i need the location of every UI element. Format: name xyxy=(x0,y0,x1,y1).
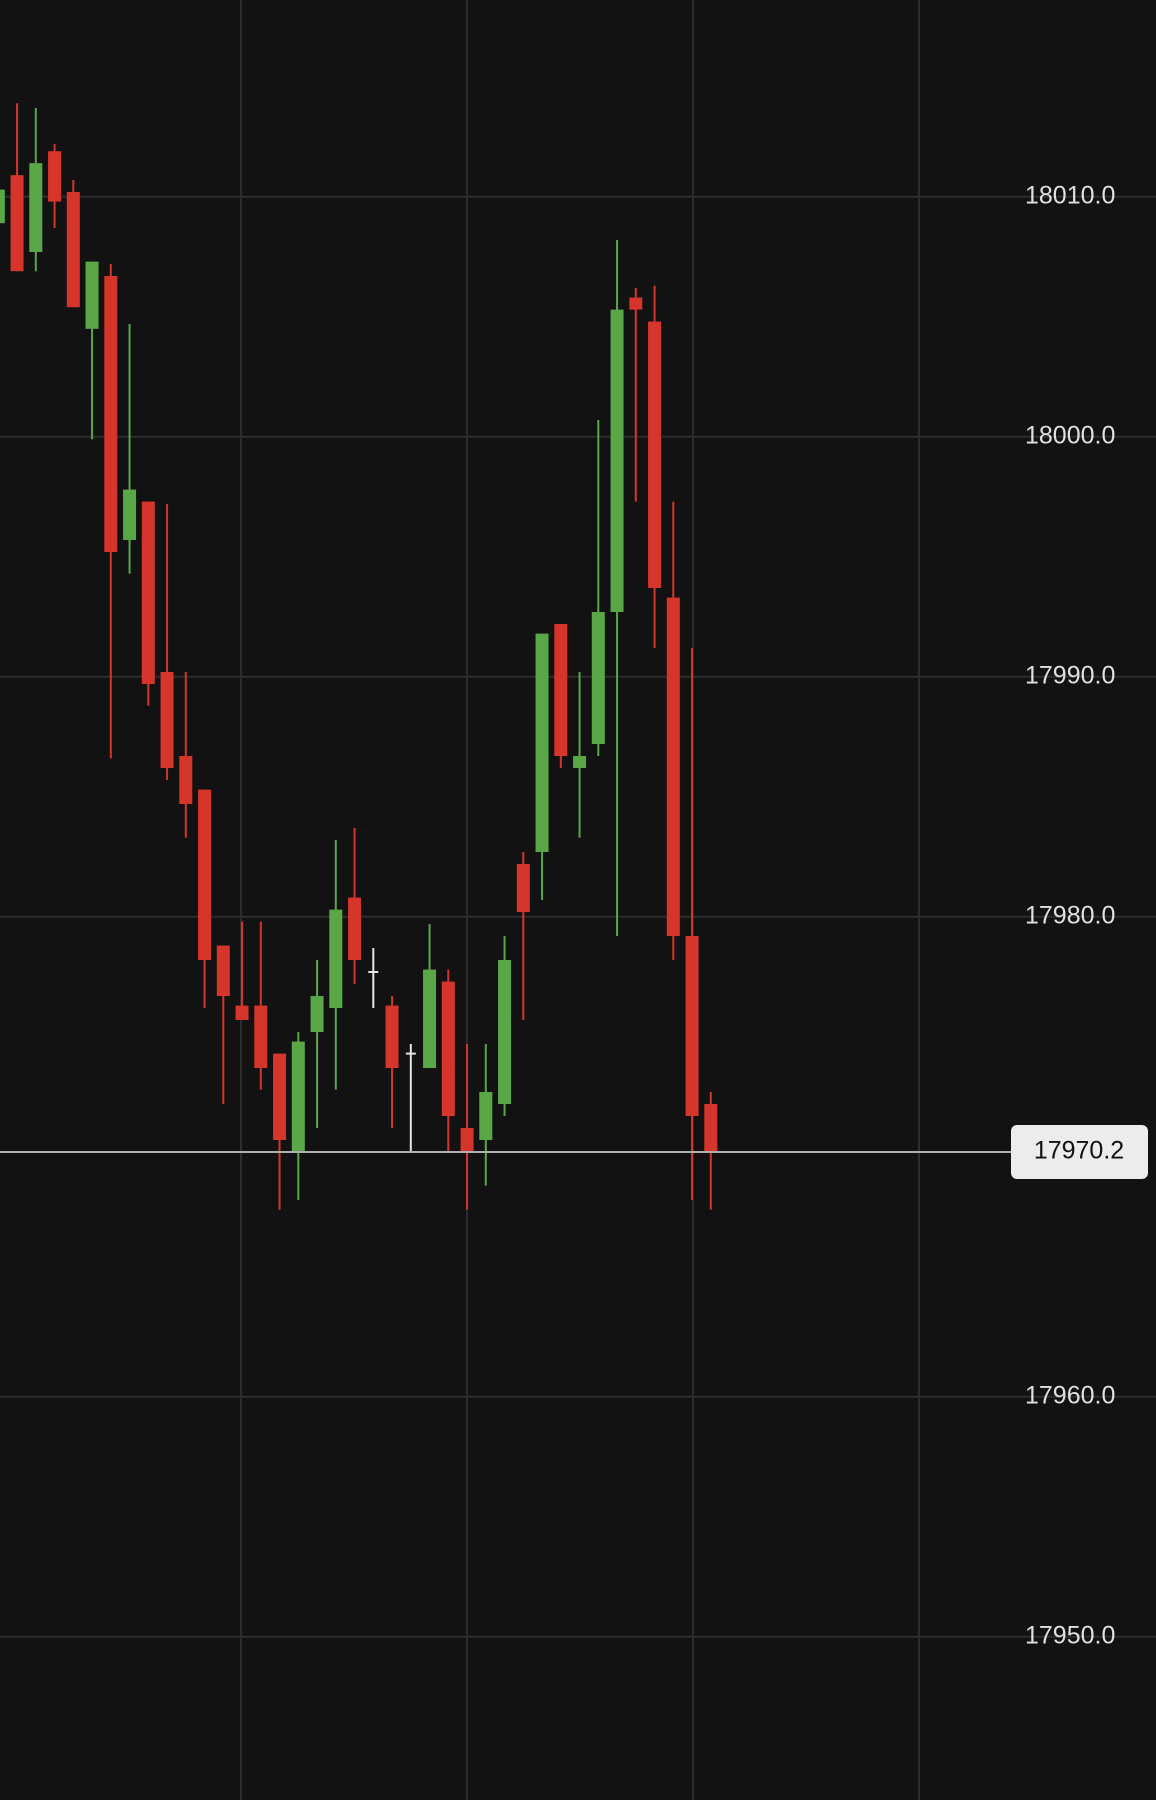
y-tick-label: 17980.0 xyxy=(1025,901,1115,929)
y-tick-label: 17990.0 xyxy=(1025,661,1115,689)
last-price-box xyxy=(1011,1125,1148,1179)
candle-body xyxy=(516,864,530,912)
candle-body xyxy=(235,1005,249,1020)
candle-body xyxy=(591,612,605,744)
candle-body xyxy=(704,1104,718,1152)
candle-body xyxy=(179,756,193,804)
candle-body xyxy=(666,597,680,936)
y-tick-label: 17960.0 xyxy=(1025,1381,1115,1409)
candle-body xyxy=(348,897,362,960)
y-tick-label: 18010.0 xyxy=(1025,181,1115,209)
candle-body xyxy=(273,1053,287,1140)
candle-body xyxy=(610,309,624,612)
candle-body xyxy=(329,909,343,1008)
candle-body xyxy=(141,501,155,684)
candle-body xyxy=(685,936,699,1116)
candle-body xyxy=(385,1005,399,1068)
candle-body xyxy=(554,624,568,756)
candle-body xyxy=(66,192,80,308)
candle-body xyxy=(629,297,643,310)
candle-body xyxy=(0,189,5,224)
candle-body xyxy=(198,789,212,960)
candle-body xyxy=(254,1005,268,1068)
candle-body xyxy=(368,971,379,973)
candle-body xyxy=(48,151,62,202)
candle-body xyxy=(441,981,455,1116)
candle-body xyxy=(160,672,174,768)
y-tick-label: 17950.0 xyxy=(1025,1621,1115,1649)
candle-body xyxy=(479,1092,493,1140)
candle-body xyxy=(29,163,43,252)
candle-body xyxy=(291,1041,305,1152)
candle-body xyxy=(310,996,324,1032)
candle-body xyxy=(123,489,137,540)
candle-body xyxy=(104,276,118,552)
candle-body xyxy=(573,756,587,768)
last-price-label: 17970.2 xyxy=(1034,1137,1124,1165)
y-tick-label: 18000.0 xyxy=(1025,421,1115,449)
candle-body xyxy=(10,175,24,272)
candle-body xyxy=(405,1052,416,1055)
candle-body xyxy=(423,969,437,1068)
candle-body xyxy=(85,261,99,329)
candle-body xyxy=(498,960,512,1104)
candle-body xyxy=(216,945,230,996)
candle-body xyxy=(648,321,662,588)
candle-body xyxy=(460,1128,474,1152)
candle-body xyxy=(535,633,549,852)
